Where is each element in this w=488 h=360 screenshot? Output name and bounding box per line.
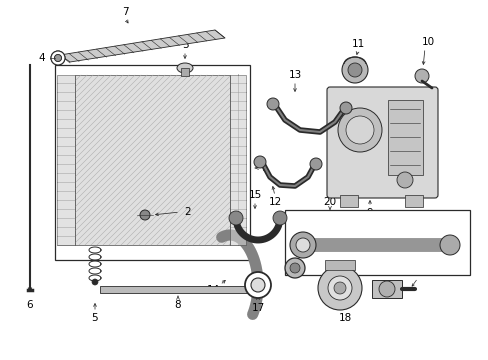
Text: 20: 20 xyxy=(323,197,336,207)
FancyBboxPatch shape xyxy=(326,87,437,198)
Text: 13: 13 xyxy=(288,70,301,80)
Text: 21: 21 xyxy=(313,225,326,235)
Ellipse shape xyxy=(177,63,193,73)
Bar xyxy=(371,280,401,298)
Text: 16: 16 xyxy=(303,240,316,250)
Bar xyxy=(229,75,245,245)
Circle shape xyxy=(346,116,373,144)
Circle shape xyxy=(253,156,265,168)
Text: 6: 6 xyxy=(27,300,33,310)
Circle shape xyxy=(396,172,412,188)
Text: 14: 14 xyxy=(206,285,219,295)
Circle shape xyxy=(289,263,299,273)
Circle shape xyxy=(266,98,279,110)
Text: 5: 5 xyxy=(92,313,98,323)
Text: 18: 18 xyxy=(338,313,351,323)
Circle shape xyxy=(339,102,351,114)
Circle shape xyxy=(327,276,351,300)
Text: 4: 4 xyxy=(39,53,45,63)
Text: 11: 11 xyxy=(351,39,364,49)
Bar xyxy=(55,65,249,260)
Text: 2: 2 xyxy=(184,207,191,217)
Text: 9: 9 xyxy=(366,208,372,218)
Text: 10: 10 xyxy=(421,37,434,47)
Circle shape xyxy=(295,238,309,252)
Bar xyxy=(57,75,75,245)
Circle shape xyxy=(51,51,65,65)
Circle shape xyxy=(333,282,346,294)
Text: 17: 17 xyxy=(251,303,264,313)
Circle shape xyxy=(244,272,270,298)
Bar xyxy=(339,195,357,207)
Text: 3: 3 xyxy=(182,40,188,50)
Circle shape xyxy=(250,278,264,292)
Circle shape xyxy=(317,266,361,310)
Text: 8: 8 xyxy=(174,300,181,310)
Circle shape xyxy=(54,54,61,62)
Text: 1: 1 xyxy=(261,163,268,173)
Circle shape xyxy=(439,235,459,255)
Circle shape xyxy=(140,210,150,220)
Bar xyxy=(285,210,469,275)
Polygon shape xyxy=(60,30,224,62)
Bar xyxy=(404,195,422,207)
Bar xyxy=(181,68,189,76)
Circle shape xyxy=(347,63,361,77)
Bar xyxy=(100,286,264,293)
Circle shape xyxy=(51,51,65,65)
Bar xyxy=(387,100,422,175)
Circle shape xyxy=(92,279,98,285)
Circle shape xyxy=(378,281,394,297)
Text: 7: 7 xyxy=(122,7,128,17)
Circle shape xyxy=(337,108,381,152)
Circle shape xyxy=(228,211,243,225)
Bar xyxy=(325,260,354,270)
Circle shape xyxy=(285,258,305,278)
Circle shape xyxy=(54,54,61,62)
Text: 12: 12 xyxy=(268,197,281,207)
Circle shape xyxy=(309,158,321,170)
Text: 15: 15 xyxy=(248,190,261,200)
Circle shape xyxy=(414,69,428,83)
Circle shape xyxy=(272,211,286,225)
Circle shape xyxy=(289,232,315,258)
Text: 19: 19 xyxy=(407,267,421,277)
Bar xyxy=(75,75,229,245)
Circle shape xyxy=(341,57,367,83)
